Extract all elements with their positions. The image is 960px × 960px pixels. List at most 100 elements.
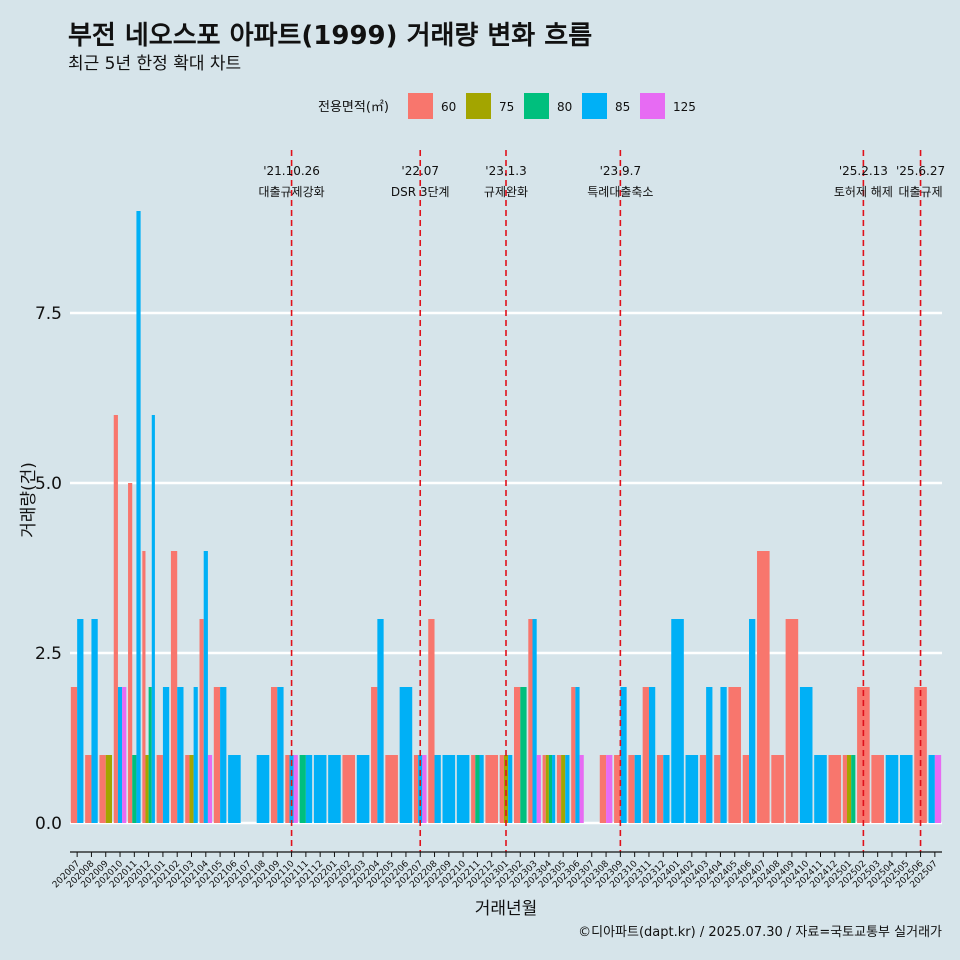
bar-202401-85	[671, 619, 684, 823]
bar-202011-85	[136, 211, 141, 823]
bar-202010-60	[113, 415, 118, 823]
bar-202507-125	[934, 755, 942, 823]
bar-202503-60	[871, 755, 884, 823]
event-date: '23.9.7	[600, 164, 641, 178]
bar-202211-85	[479, 755, 484, 823]
bar-202109-60	[270, 687, 278, 823]
bar-202210-85	[456, 755, 470, 823]
bar-202304-60	[542, 755, 546, 823]
caption: ©디아파트(dapt.kr) / 2025.07.30 / 자료=국토교통부 실…	[578, 925, 942, 940]
bar-202303-60	[528, 619, 533, 823]
bar-202103-60	[185, 755, 190, 823]
event-label: DSR 3단계	[391, 185, 450, 199]
bar-202403-60	[699, 755, 707, 823]
bar-202305-75	[561, 755, 566, 823]
bar-202311-60	[642, 687, 649, 823]
bar-202211-60	[471, 755, 476, 823]
bars	[70, 211, 942, 823]
bar-202405-60	[728, 687, 742, 823]
bar-202009-60	[99, 755, 106, 823]
event-label: 토허제 해제	[834, 185, 893, 199]
bar-202012-80	[148, 687, 152, 823]
legend-title: 전용면적(㎡)	[318, 100, 389, 115]
bar-202205-60	[385, 755, 398, 823]
bar-202104-60	[199, 619, 204, 823]
legend-swatch-125	[640, 93, 665, 119]
bar-202110-125	[293, 755, 298, 823]
bar-202012-60	[142, 551, 146, 823]
bar-202301-85	[508, 755, 513, 823]
bar-202110-60	[285, 755, 290, 823]
bar-202303-125	[536, 755, 541, 823]
bar-202012-75	[145, 755, 149, 823]
bar-202206-85	[399, 687, 413, 823]
bar-202406-60	[742, 755, 750, 823]
bar-202312-85	[663, 755, 670, 823]
bar-202411-85	[814, 755, 827, 823]
bar-202305-85	[565, 755, 570, 823]
bar-202211-80	[475, 755, 480, 823]
bar-202106-85	[228, 755, 241, 823]
bar-202201-85	[328, 755, 341, 823]
legend-label-80: 80	[557, 100, 572, 114]
chart-subtitle: 최근 5년 한정 확대 차트	[68, 54, 241, 74]
bar-202304-85	[552, 755, 556, 823]
bar-202304-80	[548, 755, 553, 823]
bar-202409-60	[785, 619, 799, 823]
y-axis-title: 거래량(건)	[19, 462, 39, 538]
event-label: 대출규제	[898, 185, 942, 199]
bar-202008-85	[91, 619, 98, 823]
bar-202310-60	[628, 755, 635, 823]
bar-202102-60	[170, 551, 178, 823]
bar-202112-85	[313, 755, 327, 823]
y-tick-label: 7.5	[35, 304, 62, 324]
bar-202309-60	[614, 755, 621, 823]
bar-202505-85	[899, 755, 913, 823]
bar-202010-125	[122, 687, 127, 823]
event-date: '23.1.3	[485, 164, 526, 178]
bar-202407-60	[757, 551, 770, 823]
x-axis: 2020072020082020092020102020112020122021…	[51, 851, 942, 890]
bar-202410-85	[799, 687, 813, 823]
bar-202308-125	[606, 755, 613, 823]
bar-202501-60	[842, 755, 847, 823]
legend-swatch-60	[408, 93, 433, 119]
bar-202007-60	[70, 687, 78, 823]
legend-label-75: 75	[499, 100, 514, 114]
bar-202408-60	[771, 755, 784, 823]
bar-202204-85	[377, 619, 384, 823]
bar-202102-85	[177, 687, 184, 823]
bar-202207-85	[418, 755, 423, 823]
bar-202208-60	[428, 619, 435, 823]
bar-202412-60	[828, 755, 842, 823]
legend-label-125: 125	[673, 100, 696, 114]
bar-202103-85	[193, 687, 198, 823]
event-label: 특례대출축소	[587, 185, 653, 199]
bar-202406-85	[749, 619, 756, 823]
bar-202302-80	[520, 687, 527, 823]
bar-202209-85	[442, 755, 456, 823]
bar-202011-80	[132, 755, 137, 823]
bar-202010-85	[117, 687, 123, 823]
bar-202305-60	[556, 755, 562, 823]
plot-area: '21.10.26 대출규제강화 '22.07 DSR 3단계 '23.1.3 규제완화 '…	[35, 150, 945, 890]
event-date: '25.6.27	[896, 164, 945, 178]
bar-202101-60	[156, 755, 163, 823]
legend-label-60: 60	[441, 100, 456, 114]
bar-202306-125	[579, 755, 584, 823]
bar-202207-60	[413, 755, 419, 823]
bar-202104-125	[207, 755, 213, 823]
bar-202104-85	[203, 551, 208, 823]
bar-202007-85	[77, 619, 84, 823]
bar-202110-85	[289, 755, 294, 823]
y-tick-label: 5.0	[35, 474, 62, 494]
bar-202008-60	[85, 755, 92, 823]
bar-202308-60	[599, 755, 607, 823]
legend-swatch-80	[524, 93, 549, 119]
bar-202012-85	[151, 415, 155, 823]
legend: 전용면적(㎡) 60 75 80 85 125	[318, 93, 696, 119]
bar-202302-60	[514, 687, 521, 823]
event-date: '21.10.26	[263, 164, 320, 178]
bar-202204-60	[371, 687, 378, 823]
